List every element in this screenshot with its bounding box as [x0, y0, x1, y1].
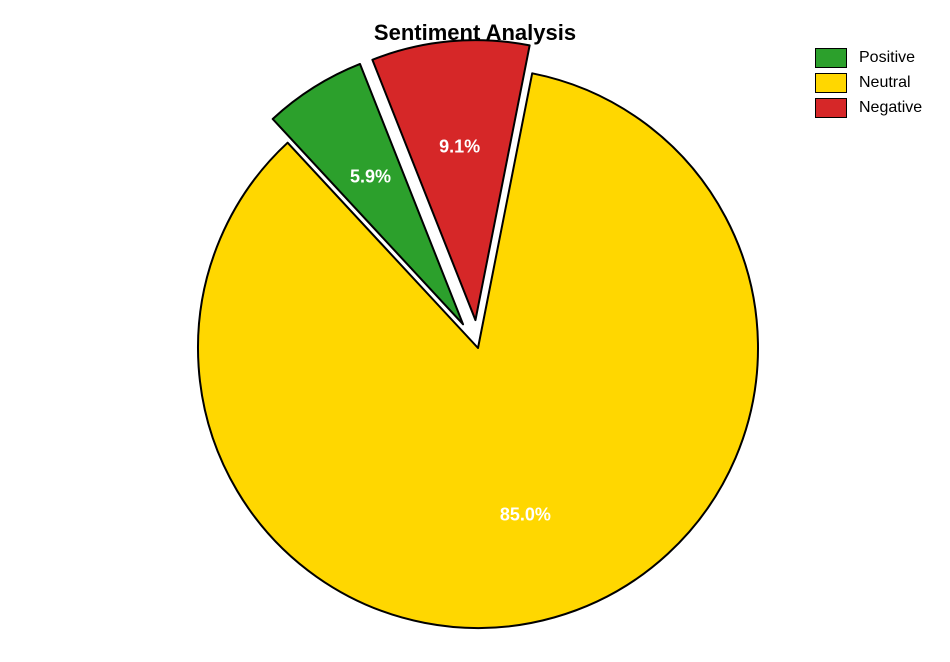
legend-item-positive: Positive	[815, 48, 922, 68]
chart-container: { "chart": { "type": "pie", "title": "Se…	[0, 0, 950, 662]
pie-chart	[0, 0, 950, 662]
legend-swatch	[815, 98, 847, 118]
legend-label: Neutral	[859, 74, 911, 92]
legend-label: Positive	[859, 49, 915, 67]
legend-label: Negative	[859, 99, 922, 117]
slice-label-negative: 9.1%	[439, 137, 480, 158]
legend-swatch	[815, 73, 847, 93]
legend-swatch	[815, 48, 847, 68]
legend-item-neutral: Neutral	[815, 73, 922, 93]
legend-item-negative: Negative	[815, 98, 922, 118]
legend: Positive Neutral Negative	[815, 48, 922, 123]
slice-label-neutral: 85.0%	[500, 505, 551, 526]
slice-label-positive: 5.9%	[350, 167, 391, 188]
